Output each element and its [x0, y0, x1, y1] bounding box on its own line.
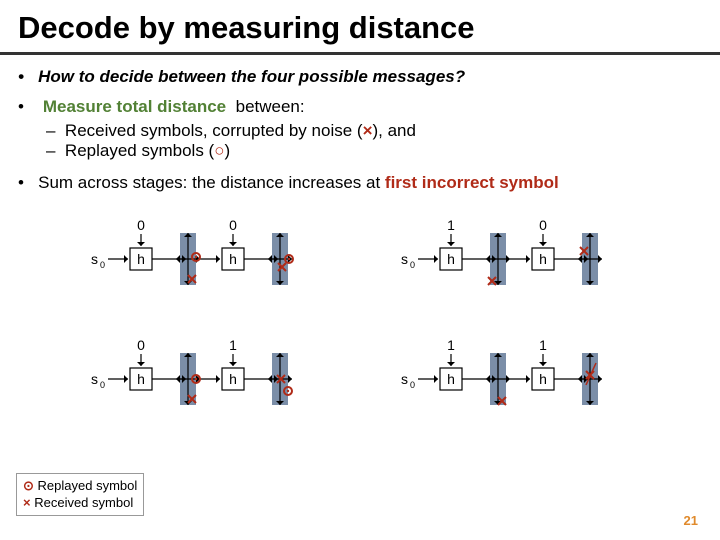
sub-replayed: – Replayed symbols (○) [46, 141, 702, 161]
bullet-mark: • [18, 67, 24, 86]
svg-text:1: 1 [447, 217, 455, 233]
svg-text:0: 0 [539, 217, 547, 233]
bullet-mark: • [18, 97, 24, 116]
svg-text:0: 0 [410, 380, 415, 390]
question-text: How to decide between the four possible … [38, 67, 465, 86]
dash: – [46, 121, 55, 140]
svg-text:s: s [401, 371, 408, 387]
sub1-a: Received symbols, corrupted by noise ( [65, 121, 363, 140]
o-icon: ○ [214, 141, 224, 160]
bullet-mark: • [18, 173, 24, 192]
sub1-b: ), and [373, 121, 416, 140]
bullet-measure: • Measure total distance between: [18, 97, 702, 117]
measure-phrase: Measure total distance [43, 97, 226, 116]
svg-text:h: h [137, 371, 145, 387]
diagram-10: s0h0h1 [88, 321, 348, 431]
dash: – [46, 141, 55, 160]
legend-received: × Received symbol [23, 494, 137, 512]
legend-replayed: ⊙ Replayed symbol [23, 477, 137, 495]
svg-text:0: 0 [229, 217, 237, 233]
svg-text:0: 0 [100, 260, 105, 270]
measure-lead: between: [236, 97, 305, 116]
svg-text:h: h [539, 251, 547, 267]
x-icon: × [363, 121, 373, 140]
svg-text:h: h [447, 251, 455, 267]
svg-text:1: 1 [539, 337, 547, 353]
x-icon: × [23, 495, 31, 510]
diagram-grid: s0h0h0 s0h1h0 s0h0h1 s0h1h1 [18, 201, 702, 461]
svg-text:s: s [91, 251, 98, 267]
svg-text:1: 1 [229, 337, 237, 353]
svg-text:h: h [447, 371, 455, 387]
odot-icon: ⊙ [23, 478, 34, 493]
svg-text:s: s [91, 371, 98, 387]
svg-text:h: h [539, 371, 547, 387]
diagram-11: s0 h 1 h 1 [398, 321, 658, 431]
slide-title: Decode by measuring distance [0, 0, 720, 55]
svg-text:0: 0 [137, 217, 145, 233]
svg-text:s: s [401, 251, 408, 267]
bullet-question: • How to decide between the four possibl… [18, 67, 702, 87]
svg-text:0: 0 [100, 380, 105, 390]
content-area: • How to decide between the four possibl… [0, 55, 720, 461]
sub2-a: Replayed symbols ( [65, 141, 214, 160]
diagram-00: s0h0h0 [88, 201, 348, 311]
bullet-sum: • Sum across stages: the distance increa… [18, 173, 702, 193]
sub-received: – Received symbols, corrupted by noise (… [46, 121, 702, 141]
svg-text:0: 0 [410, 260, 415, 270]
page-number: 21 [684, 513, 698, 528]
legend-box: ⊙ Replayed symbol × Received symbol [16, 473, 144, 516]
diagram-01: s0h1h0 [398, 201, 658, 311]
sub2-b: ) [224, 141, 230, 160]
legend-replayed-text: Replayed symbol [38, 478, 138, 493]
svg-text:h: h [229, 251, 237, 267]
legend-received-text: Received symbol [34, 495, 133, 510]
svg-text:0: 0 [137, 337, 145, 353]
sum-a: Sum across stages: the distance increase… [38, 173, 385, 192]
svg-text:1: 1 [447, 337, 455, 353]
svg-text:h: h [137, 251, 145, 267]
svg-text:h: h [229, 371, 237, 387]
sum-b: first incorrect symbol [385, 173, 559, 192]
